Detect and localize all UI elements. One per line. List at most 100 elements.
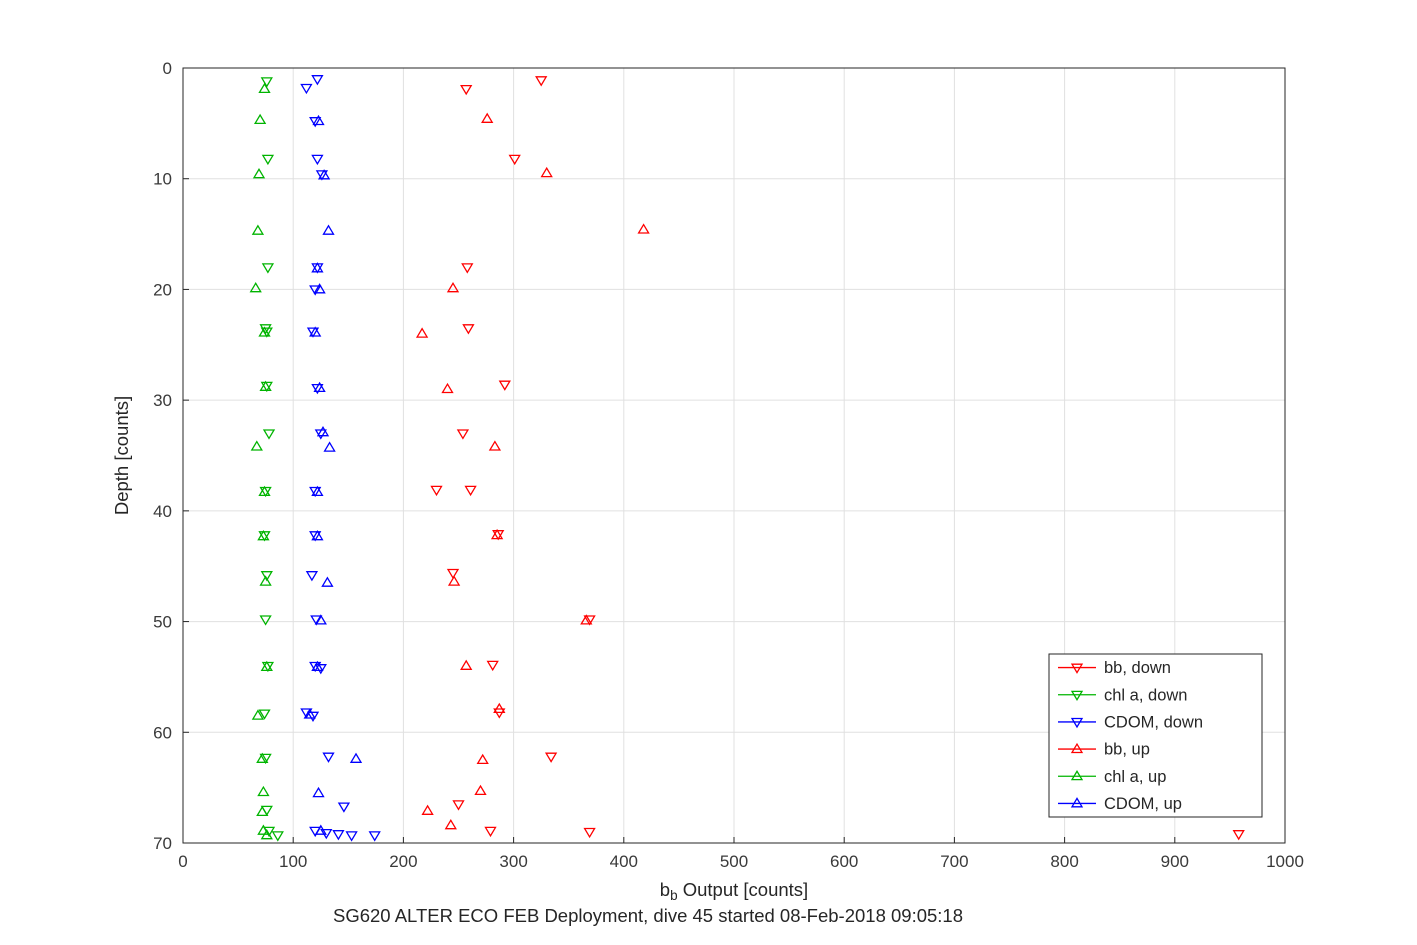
marker-chla-up xyxy=(249,282,262,293)
marker-bb-down xyxy=(464,485,477,497)
x-tick-label-1000: 1000 xyxy=(1266,852,1304,871)
marker-bb-up xyxy=(540,166,553,178)
legend-label-chla-up: chl a, up xyxy=(1104,768,1166,786)
marker-chla-down xyxy=(260,77,273,88)
legend-entry-chla-down: chl a, down xyxy=(1058,686,1187,704)
marker-bb-down xyxy=(535,76,548,87)
y-tick-label-20: 20 xyxy=(153,280,172,299)
marker-chla-up xyxy=(259,380,272,391)
marker-cdom-up xyxy=(321,576,334,587)
legend-entry-cdom-down: CDOM, down xyxy=(1058,713,1203,731)
legend-box xyxy=(1048,653,1263,818)
marker-bb-down xyxy=(446,568,460,580)
marker-chla-up xyxy=(256,752,269,763)
marker-bb-down xyxy=(452,800,465,811)
x-tick-label-400: 400 xyxy=(610,852,638,871)
marker-cdom-down xyxy=(300,83,313,95)
marker-chla-up xyxy=(253,113,267,125)
marker-cdom-down xyxy=(305,571,319,582)
x-tick-label-900: 900 xyxy=(1161,852,1189,871)
marker-cdom-down xyxy=(310,615,323,626)
marker-bb-up xyxy=(481,112,494,123)
legend-entry-bb-up: bb, up xyxy=(1058,741,1150,759)
legend-entry-cdom-up: CDOM, up xyxy=(1058,795,1182,813)
marker-bb-up xyxy=(488,440,502,451)
series-chla-down xyxy=(258,77,284,842)
marker-cdom-down xyxy=(315,170,329,181)
legend-label-cdom-down: CDOM, down xyxy=(1104,713,1203,731)
y-tick-label-30: 30 xyxy=(153,391,172,410)
x-tick-label-800: 800 xyxy=(1050,852,1078,871)
marker-cdom-up xyxy=(314,614,327,625)
y-tick-label-70: 70 xyxy=(153,834,172,853)
marker-bb-down xyxy=(462,324,475,335)
marker-bb-down xyxy=(461,263,474,274)
legend-marker-cdom-up xyxy=(1070,797,1084,808)
legend-marker-bb-up xyxy=(1070,742,1084,754)
marker-cdom-down xyxy=(311,75,324,86)
marker-cdom-down xyxy=(311,154,324,166)
marker-cdom-down xyxy=(306,327,320,338)
marker-cdom-down xyxy=(309,285,322,296)
marker-cdom-up xyxy=(311,530,324,541)
marker-cdom-down xyxy=(322,752,335,763)
marker-chla-down xyxy=(260,381,273,393)
marker-chla-up xyxy=(250,440,263,451)
marker-bb-down xyxy=(583,615,596,626)
marker-cdom-up xyxy=(303,708,316,719)
legend-marker-chla-down xyxy=(1070,690,1084,702)
marker-cdom-up xyxy=(322,224,335,235)
marker-bb-up xyxy=(444,819,457,830)
figure-title: SG620 ALTER ECO FEB Deployment, dive 45 … xyxy=(333,905,963,926)
marker-chla-up xyxy=(258,326,271,337)
marker-bb-down xyxy=(583,827,596,839)
marker-cdom-down xyxy=(309,486,322,498)
marker-chla-up xyxy=(257,530,270,541)
marker-cdom-down xyxy=(368,831,381,842)
gridlines xyxy=(183,68,1286,843)
legend-label-bb-down: bb, down xyxy=(1104,659,1171,677)
marker-chla-up xyxy=(260,660,273,672)
y-tick-label-0: 0 xyxy=(163,59,172,78)
marker-cdom-up xyxy=(313,381,326,393)
series-chla-up xyxy=(249,82,273,840)
marker-chla-up xyxy=(251,224,265,235)
marker-bb-up xyxy=(441,382,454,394)
marker-cdom-up xyxy=(311,262,324,273)
marker-bb-down xyxy=(460,84,473,96)
marker-bb-up xyxy=(580,614,593,625)
axes: 0 100 200 300 400 500 600 700 800 900 1000 0 10 20 30 4… xyxy=(153,59,1304,871)
series-bb-down xyxy=(430,76,1245,841)
marker-cdom-down xyxy=(345,831,358,842)
marker-cdom-down xyxy=(309,531,322,542)
marker-cdom-up xyxy=(313,283,326,294)
legend-entry-bb-down: bb, down xyxy=(1058,659,1171,677)
x-tick-label-500: 500 xyxy=(720,852,748,871)
marker-chla-down xyxy=(261,661,275,673)
series-bb-up xyxy=(415,112,650,830)
y-tick-label-40: 40 xyxy=(153,502,172,521)
data-series xyxy=(249,75,1245,842)
marker-bb-up xyxy=(637,223,650,234)
marker-cdom-up xyxy=(312,786,325,798)
marker-chla-up xyxy=(256,805,269,817)
marker-bb-down xyxy=(430,485,443,497)
legend: bb, down chl a, down CDOM, down bb, up chl a… xyxy=(1048,653,1263,818)
marker-chla-up xyxy=(259,575,272,586)
marker-chla-down xyxy=(258,709,271,720)
marker-cdom-down xyxy=(306,711,320,722)
marker-cdom-up xyxy=(317,169,331,180)
legend-marker-chla-up xyxy=(1070,769,1084,781)
marker-cdom-up xyxy=(312,114,325,126)
marker-bb-down xyxy=(544,752,558,763)
marker-cdom-up xyxy=(323,441,336,452)
marker-chla-down xyxy=(261,263,275,274)
marker-chla-down xyxy=(260,327,273,338)
marker-bb-up xyxy=(421,804,434,815)
marker-chla-up xyxy=(258,485,271,497)
marker-cdom-up xyxy=(314,824,327,835)
marker-bb-down xyxy=(486,660,499,672)
marker-chla-down xyxy=(261,154,275,166)
